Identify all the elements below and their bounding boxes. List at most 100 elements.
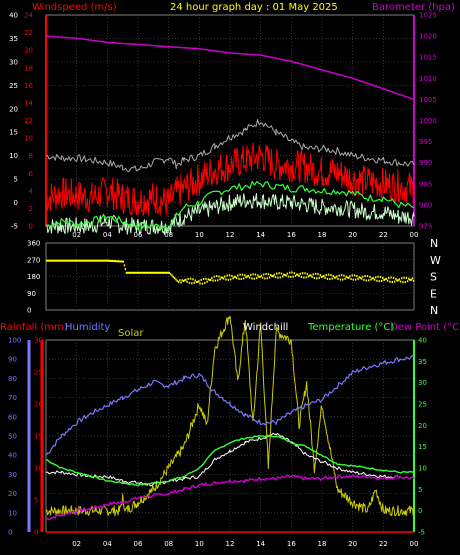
direction-point [50,259,53,262]
direction-point [307,275,310,278]
direction-point [296,273,298,276]
wind-gust-line [45,119,415,173]
direction-point [180,281,182,284]
direction-point [270,274,272,277]
direction-point [366,275,369,278]
direction-point [83,259,86,262]
direction-point [104,259,107,262]
humidity-ytick-label: 60 [8,413,17,421]
temp-xtick-label: 20 [348,540,357,548]
direction-point [200,278,202,281]
humidity-ytick-label: 40 [8,452,17,460]
direction-point [51,259,54,262]
direction-point [165,271,167,274]
direction-point [334,276,337,279]
solar-label: Solar [118,328,144,339]
solar-line [45,315,415,517]
wind-left-ytick-label: 40 [9,12,18,20]
direction-point [351,274,353,277]
tick-layer: -505101520253035400246810121416182022249… [8,12,441,549]
direction-point [283,273,285,276]
direction-point [363,278,365,281]
direction-point [159,271,161,274]
direction-point [226,274,228,277]
barometer-line [45,35,415,101]
direction-point [297,273,299,276]
direction-point [258,276,260,279]
direction-point [272,275,274,278]
direction-point [195,281,198,284]
direction-point [135,271,137,274]
direction-point [322,275,324,278]
direction-point [293,272,296,275]
barometer-ytick-label: 990 [419,159,432,167]
direction-point [239,273,241,276]
direction-point [323,274,325,277]
wind-inner-ytick-label: 10 [24,135,33,143]
dewpoint-axis-label: Dew Point (°C) [390,322,460,333]
wind-left-ytick-label: 20 [9,105,18,113]
direction-point [225,278,227,281]
direction-point [314,272,317,275]
barometer-ytick-label: 975 [419,223,432,231]
rainfall-ytick-label: 20 [34,401,43,409]
direction-point [267,273,270,276]
direction-point [80,259,82,262]
direction-point [95,259,97,262]
direction-point [365,279,368,282]
grid-layer [27,15,415,532]
direction-point [199,282,201,285]
wind-xtick-label: 20 [348,231,357,239]
direction-point [291,271,293,274]
direction-point [364,275,366,278]
direction-point [58,259,61,262]
direction-point [71,259,74,262]
direction-point [126,271,129,274]
direction-point [325,273,327,276]
direction-point [133,271,135,274]
temperature-axis-label: Temperature (°C) [307,322,394,333]
temperature-ytick-label: 30 [418,379,427,387]
direction-point [46,259,48,262]
direction-point [338,274,340,277]
direction-point [61,259,63,262]
temperature-ytick-label: 25 [418,401,427,409]
wind-left-ytick-label: 10 [9,152,18,160]
barometer-ytick-label: 1010 [419,75,437,83]
wind-xtick-label: 00 [410,231,419,239]
direction-point [122,260,125,263]
direction-point [360,277,363,280]
wind-inner-ytick-label: 18 [24,64,33,72]
direction-point [124,268,127,271]
direction-point [136,271,139,274]
barometer-ytick-label: 1020 [419,33,437,41]
direction-point [402,281,404,284]
direction-point [155,271,158,274]
direction-point [244,274,246,277]
direction-point [406,280,409,283]
direction-point [238,277,240,280]
direction-point [207,278,209,281]
direction-point [389,280,391,283]
direction-point [379,275,382,278]
direction-point [369,275,371,278]
wind-xtick-label: 22 [379,231,388,239]
wind-xtick-label: 02 [72,231,81,239]
direction-point [163,271,166,274]
direction-point [245,276,247,279]
direction-point [99,259,101,262]
direction-point [152,271,154,274]
direction-point [189,277,192,280]
direction-point [237,274,239,277]
direction-point [64,259,67,262]
direction-point [378,280,381,283]
direction-point [161,271,163,274]
direction-point [356,274,358,277]
direction-point [231,274,233,277]
direction-point [330,274,332,277]
temperature-ytick-label: 15 [418,443,427,451]
direction-point [370,278,372,281]
direction-point [87,259,89,262]
direction-point [103,259,106,262]
